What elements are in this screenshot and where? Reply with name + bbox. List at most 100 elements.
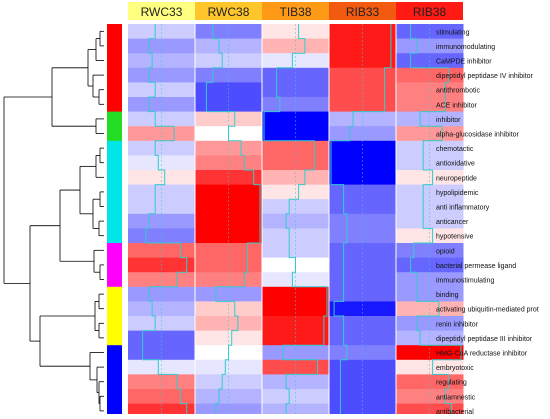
row-cluster-segment bbox=[107, 345, 122, 361]
heatmap-cell bbox=[262, 24, 330, 40]
heatmap-cell bbox=[195, 111, 263, 127]
row-label: HMG-CoA reductase inhibitor bbox=[436, 351, 528, 358]
row-label: dipeptidyl peptidase III inhibitor bbox=[436, 336, 533, 343]
heatmap-cell bbox=[262, 199, 330, 215]
heatmap-cell bbox=[195, 24, 263, 40]
row-label: embryotoxic bbox=[436, 365, 474, 372]
row-cluster-segment bbox=[107, 82, 122, 98]
row-cluster-segment bbox=[107, 272, 122, 288]
heatmap-cell bbox=[396, 316, 464, 332]
heatmap-cell bbox=[329, 330, 397, 346]
column-header-rib38 bbox=[396, 2, 463, 20]
trace-line bbox=[330, 24, 392, 419]
heatmap-cell bbox=[195, 359, 263, 375]
row-cluster-segment bbox=[107, 389, 122, 405]
heatmap-cell bbox=[396, 111, 464, 127]
heatmap-cell bbox=[329, 155, 397, 171]
heatmap-cell bbox=[128, 111, 196, 127]
row-cluster-segment bbox=[107, 286, 122, 302]
heatmap-cell bbox=[262, 316, 330, 332]
heatmap-cell bbox=[128, 24, 196, 40]
heatmap-cell bbox=[329, 286, 397, 302]
heatmap-cell bbox=[262, 67, 330, 83]
heatmap-cell bbox=[128, 272, 196, 288]
row-cluster-segment bbox=[107, 403, 122, 419]
heatmap-cell bbox=[128, 359, 196, 375]
row-cluster-bar bbox=[107, 24, 122, 419]
heatmap-cell bbox=[195, 286, 263, 302]
heatmap-cell bbox=[262, 155, 330, 171]
heatmap-cell bbox=[396, 38, 464, 54]
row-cluster-segment bbox=[107, 199, 122, 215]
row-label: regulating bbox=[436, 380, 467, 387]
trace-line bbox=[410, 24, 462, 419]
heatmap-cell bbox=[396, 67, 464, 83]
heatmap-cell bbox=[329, 316, 397, 332]
heatmap-cell bbox=[128, 38, 196, 54]
column-label: RIB38 bbox=[413, 5, 447, 19]
row-cluster-segment bbox=[107, 126, 122, 142]
column-header-rwc38 bbox=[195, 2, 262, 20]
row-label: activating ubiquitin-mediated prot bbox=[436, 307, 539, 314]
row-cluster-segment bbox=[107, 359, 122, 375]
row-label: antioxidative bbox=[436, 161, 475, 168]
row-cluster-segment bbox=[107, 67, 122, 83]
heatmap-cell bbox=[195, 155, 263, 171]
column-header-rib33 bbox=[329, 2, 396, 20]
row-label: anti inflammatory bbox=[436, 205, 490, 212]
row-cluster-segment bbox=[107, 213, 122, 229]
heatmap-cell bbox=[262, 286, 330, 302]
trace-line bbox=[142, 24, 188, 419]
heatmap-trace-lines bbox=[142, 24, 462, 419]
row-label: stimulating bbox=[436, 29, 470, 36]
heatmap-cell bbox=[329, 38, 397, 54]
heatmap-cell bbox=[195, 330, 263, 346]
row-label: antibacterial bbox=[436, 409, 474, 414]
heatmap-cell bbox=[195, 67, 263, 83]
heatmap-cell bbox=[128, 199, 196, 215]
heatmap-cell bbox=[396, 155, 464, 171]
row-cluster-segment bbox=[107, 228, 122, 244]
heatmap-cell bbox=[128, 316, 196, 332]
heatmap-cells bbox=[128, 24, 464, 419]
heatmap-cell bbox=[262, 38, 330, 54]
column-label: TIB38 bbox=[279, 5, 311, 19]
row-cluster-segment bbox=[107, 140, 122, 156]
row-label: antiamnestic bbox=[436, 394, 476, 401]
column-header-rwc33 bbox=[128, 2, 195, 20]
row-label: binding bbox=[436, 292, 459, 299]
column-label: RWC33 bbox=[141, 5, 183, 19]
trace-line bbox=[263, 24, 328, 419]
row-cluster-segment bbox=[107, 38, 122, 54]
heatmap-cell bbox=[262, 228, 330, 244]
heatmap-cell bbox=[128, 155, 196, 171]
heatmap-cell bbox=[128, 228, 196, 244]
heatmap-cell bbox=[396, 243, 464, 259]
column-label: RWC38 bbox=[208, 5, 250, 19]
row-label: alpha-glucosidase inhibitor bbox=[436, 132, 520, 139]
row-label: chemotactic bbox=[436, 146, 474, 153]
heatmap-cell bbox=[128, 67, 196, 83]
heatmap-cell bbox=[396, 24, 464, 40]
row-cluster-segment bbox=[107, 53, 122, 69]
heatmap-cell bbox=[396, 330, 464, 346]
heatmap-cell bbox=[396, 359, 464, 375]
heatmap-cell bbox=[329, 228, 397, 244]
heatmap-cell bbox=[396, 199, 464, 215]
row-cluster-segment bbox=[107, 24, 122, 40]
heatmap-cell bbox=[329, 272, 397, 288]
row-label: antithrombotic bbox=[436, 88, 480, 95]
heatmap-cell bbox=[396, 286, 464, 302]
heatmap-cell bbox=[262, 243, 330, 259]
heatmap-cell bbox=[396, 228, 464, 244]
heatmap-cell bbox=[262, 330, 330, 346]
row-label: opioid bbox=[436, 248, 455, 255]
row-label: hypolipidemic bbox=[436, 190, 479, 197]
row-label: hypotensive bbox=[436, 234, 473, 241]
heatmap-cell bbox=[195, 199, 263, 215]
heatmap-cell bbox=[128, 243, 196, 259]
row-label: immunostimulating bbox=[436, 278, 494, 285]
row-cluster-segment bbox=[107, 243, 122, 259]
